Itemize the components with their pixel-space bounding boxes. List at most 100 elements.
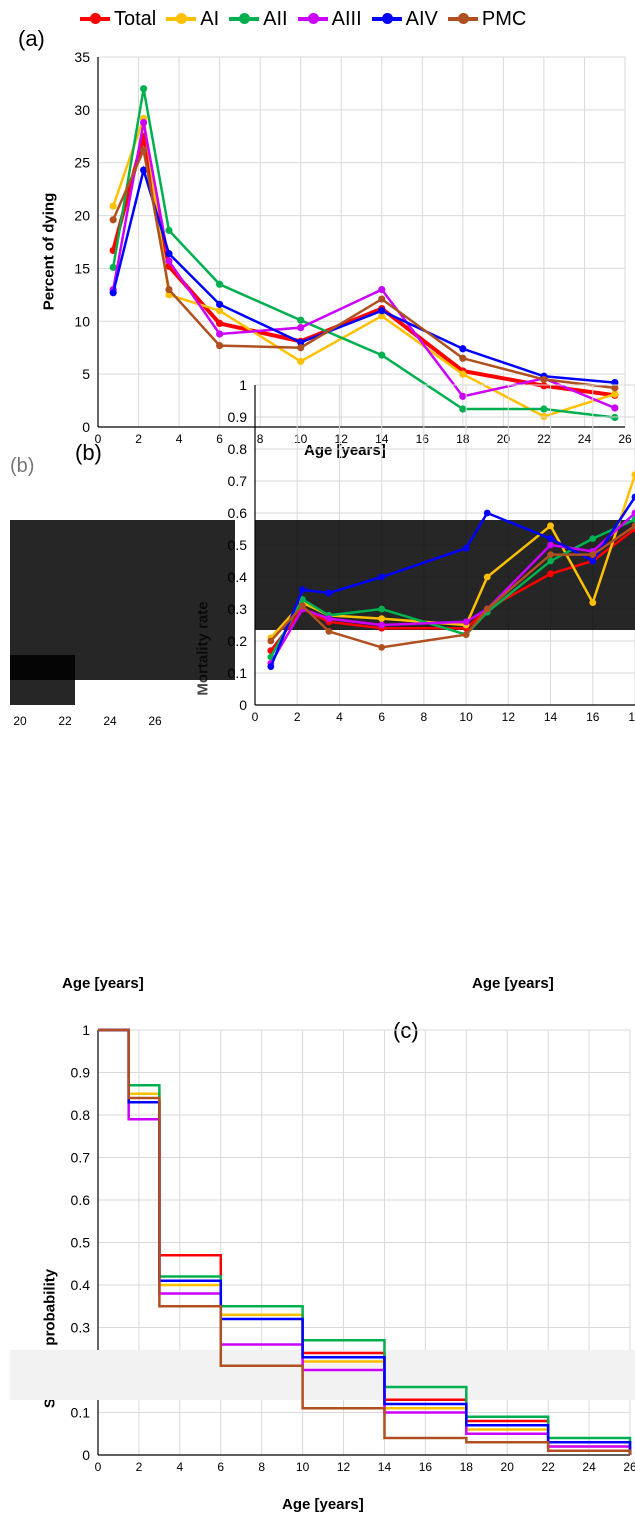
chart-a-y-tick-1: 5	[82, 366, 90, 382]
legend-item-pmc: PMC	[447, 8, 526, 31]
chart-b-left-fragment-tick-1: 22	[58, 714, 72, 728]
chart-b-x-tick-0: 0	[252, 710, 259, 724]
chart-b-point-pmc-6	[547, 551, 554, 558]
chart-b-point-ai-7	[589, 599, 597, 606]
chart-c-x-tick-7: 14	[378, 1460, 392, 1474]
chart-c-x-tick-0: 0	[95, 1460, 102, 1474]
chart-a-point-pmc-8	[611, 384, 619, 392]
chart-b-point-aii-6	[547, 557, 554, 565]
chart-a-x-tick-1: 2	[135, 432, 142, 446]
legend-swatch-ai	[166, 13, 197, 24]
chart-b-point-pmc-8	[631, 522, 635, 530]
chart-b-x-tick-3: 6	[378, 710, 385, 724]
chart-b-point-aii-3	[378, 605, 386, 613]
chart-b-x-tick-6: 12	[502, 710, 516, 724]
chart-c-y-tick-6: 0.6	[71, 1192, 91, 1208]
chart-a-y-tick-6: 30	[74, 102, 90, 118]
chart-b-point-pmc-4	[462, 631, 470, 638]
chart-a-y-tick-3: 15	[74, 260, 90, 276]
chart-b-point-aiv-3	[378, 573, 386, 581]
chart-a-point-pmc-0	[109, 216, 117, 224]
chart-c-x-tick-6: 12	[337, 1460, 351, 1474]
chart-b-point-pmc-5	[483, 605, 491, 613]
panel-label-b-ghost: (b)	[10, 455, 35, 477]
chart-a-point-ai-4	[297, 357, 305, 366]
chart-c-x-tick-8: 16	[419, 1460, 433, 1474]
chart-b-point-aiv-0	[267, 663, 275, 670]
chart-b-x-tick-2: 4	[336, 710, 343, 724]
chart-a-x-tick-4: 8	[257, 432, 264, 446]
chart-b-left-fragment-tick-3: 26	[148, 714, 162, 728]
chart-a-point-pmc-4	[297, 344, 305, 352]
chart-b-glitch-0	[10, 520, 235, 680]
chart-a-point-pmc-3	[216, 342, 224, 350]
legend-label-total: Total	[114, 7, 157, 30]
legend-swatch-aiii	[297, 13, 328, 24]
chart-a-point-total-7	[540, 382, 548, 390]
chart-a-y-tick-7: 35	[74, 49, 90, 65]
chart-b-point-aiii-2	[325, 615, 333, 622]
chart-a-point-pmc-1	[140, 146, 148, 154]
chart-c-x-tick-2: 4	[177, 1460, 184, 1474]
chart-b-point-aiv-5	[483, 509, 491, 517]
chart-a-point-aiv-0	[109, 289, 117, 297]
chart-a-y-tick-5: 25	[74, 155, 90, 171]
chart-a-y-tick-0: 0	[82, 419, 90, 435]
chart-b-y-tick-0: 0	[239, 697, 247, 713]
chart-b-point-aiv-6	[547, 535, 554, 542]
chart-a-point-pmc-6	[459, 354, 467, 362]
chart-b-point-aiii-4	[462, 618, 470, 626]
chart-a-point-aiv-8	[611, 379, 619, 387]
chart-b-x-tick-8: 16	[586, 710, 600, 724]
chart-a-point-aii-6	[459, 405, 467, 413]
chart-a-x-tick-9: 18	[456, 432, 470, 446]
chart-c-x-tick-5: 10	[296, 1460, 310, 1474]
chart-b-point-pmc-3	[378, 644, 386, 651]
chart-b-grid: 02468101214161800.10.20.30.40.50.60.70.8…	[228, 377, 635, 724]
chart-b-point-total-6	[547, 570, 554, 578]
legend-item-aiv: AIV	[371, 7, 438, 31]
chart-b-point-aii-8	[631, 516, 635, 523]
chart-a-point-aiv-4	[297, 338, 305, 347]
chart-a-point-aiv-6	[459, 345, 467, 353]
chart-b-x-tick-5: 10	[459, 710, 473, 724]
panel-label-b: (b)	[75, 440, 102, 465]
chart-a-point-aiv-1	[140, 166, 148, 174]
chart-a-point-aiii-2	[165, 257, 173, 265]
legend-label-aiv: AIV	[405, 7, 438, 30]
chart-c-x-tick-9: 18	[460, 1460, 474, 1474]
legend-item-total: Total	[80, 8, 156, 31]
chart-b-point-pmc-1	[299, 602, 306, 610]
legend-label-aiii: AIII	[331, 7, 362, 30]
x-axis-title-b: Age [years]	[472, 975, 554, 992]
chart-a-x-tick-10: 20	[497, 432, 511, 446]
chart-c-y-tick-9: 0.9	[71, 1065, 91, 1081]
chart-b-x-tick-7: 14	[544, 710, 558, 724]
chart-a-point-aiii-1	[140, 118, 148, 127]
chart-a-point-ai-7	[540, 412, 548, 421]
chart-a-series-aii	[111, 88, 616, 419]
chart-a-point-total-3	[216, 319, 224, 327]
chart-b-y-tick-6: 0.6	[228, 505, 248, 521]
chart-b-left-fragment-tick-2: 24	[103, 714, 117, 728]
chart-a-point-aii-0	[109, 263, 117, 271]
chart-b-point-pmc-0	[267, 637, 275, 645]
chart-a-x-tick-6: 12	[335, 432, 349, 446]
x-axis-title-b-left: Age [years]	[62, 975, 144, 992]
chart-b-point-pmc-7	[589, 551, 597, 558]
chart-c-y-tick-10: 1	[82, 1022, 90, 1038]
chart-a-point-ai-0	[109, 202, 117, 210]
chart-a-point-aiii-3	[216, 330, 224, 338]
chart-b-point-aiv-4	[462, 544, 470, 552]
chart-a-point-aii-3	[216, 280, 224, 288]
chart-c-series-aiv	[98, 1028, 632, 1455]
chart-c-y-tick-4: 0.4	[71, 1277, 91, 1293]
chart-a-point-aiii-8	[611, 404, 619, 412]
chart-a-point-ai-8	[611, 390, 619, 398]
chart-b-x-tick-9: 18	[628, 710, 635, 724]
chart-b-point-aiii-8	[631, 509, 635, 517]
legend-item-ai: AI	[166, 8, 219, 31]
chart-b-y-tick-9: 0.9	[228, 409, 248, 425]
chart-c-x-tick-13: 26	[623, 1460, 635, 1474]
